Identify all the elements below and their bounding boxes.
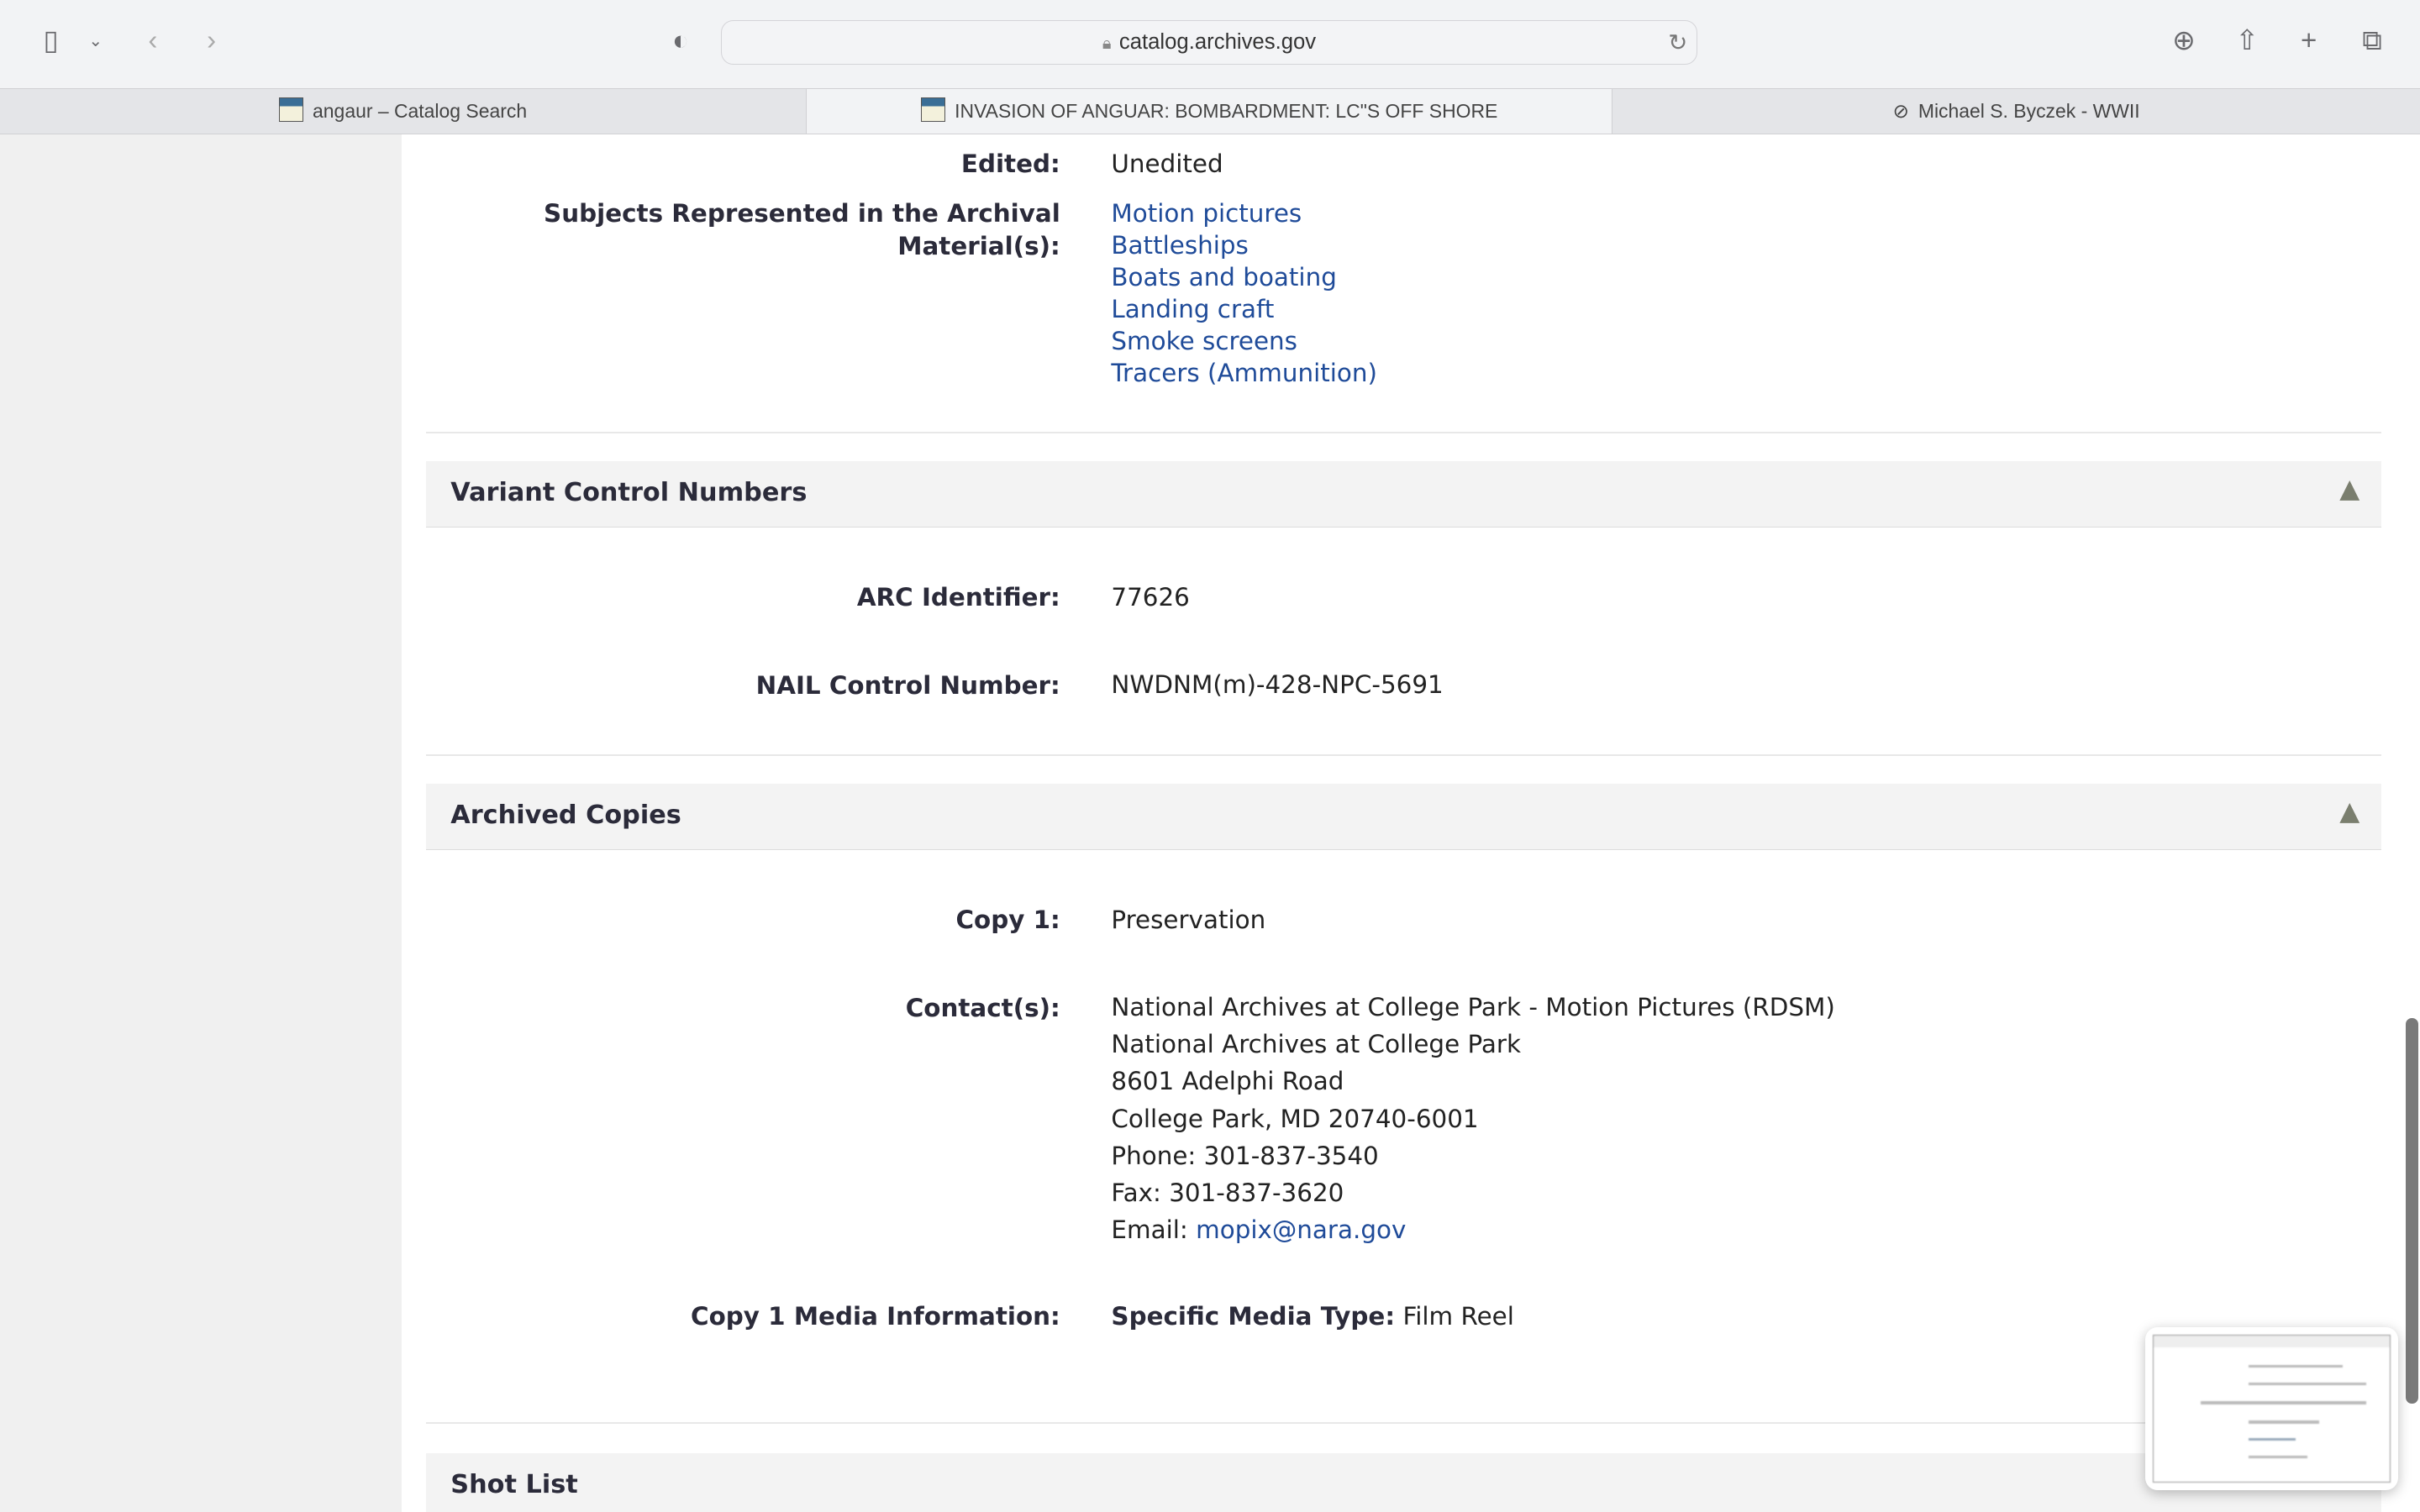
edited-value: Unedited	[1111, 149, 1223, 178]
address-bar[interactable]: 🔒︎ catalog.archives.gov ↻	[720, 19, 1698, 66]
media-type-value: Film Reel	[1402, 1301, 1514, 1331]
scrollbar[interactable]	[2406, 1018, 2419, 1404]
subject-link[interactable]: Landing craft	[1111, 295, 1275, 324]
divider	[425, 754, 2381, 756]
archives-favicon-icon	[278, 97, 304, 123]
archives-favicon-icon	[920, 97, 946, 123]
lock-icon: 🔒︎	[1102, 34, 1112, 53]
copy-value: Preservation	[1111, 905, 1266, 934]
chevron-up-icon[interactable]: ▲	[2339, 795, 2360, 827]
subject-link[interactable]: Tracers (Ammunition)	[1111, 359, 1377, 388]
tab-label: Michael S. Byczek - WWII	[1918, 99, 2140, 122]
contact-line: College Park, MD 20740-6001	[1111, 1104, 1479, 1133]
screenshot-thumbnail[interactable]	[2145, 1326, 2399, 1491]
media-info-value: Specific Media Type: Film Reel	[1111, 1298, 1513, 1335]
share-icon[interactable]: ⇧	[2235, 25, 2260, 57]
contact-line: Phone: 301-837-3540	[1111, 1141, 1379, 1170]
subject-link[interactable]: Smoke screens	[1111, 327, 1297, 356]
shot-list-header[interactable]: Shot List	[425, 1453, 2381, 1512]
section-title: Shot List	[450, 1470, 578, 1500]
tab-label: angaur – Catalog Search	[313, 99, 528, 122]
divider	[425, 432, 2381, 434]
edited-label: Edited:	[960, 150, 1060, 179]
reload-icon[interactable]: ↻	[1668, 29, 1688, 55]
copy-label: Copy 1:	[955, 906, 1060, 935]
archived-copies-header[interactable]: Archived Copies ▲	[425, 784, 2381, 850]
sidebar-toggle-icon[interactable]: ▯	[43, 25, 59, 57]
email-line: Email: mopix@nara.gov	[1111, 1211, 1834, 1248]
left-sidebar	[0, 134, 402, 1512]
contacts-value: National Archives at College Park - Moti…	[1111, 989, 1834, 1248]
section-title: Archived Copies	[450, 801, 681, 831]
section-title: Variant Control Numbers	[450, 478, 808, 508]
arc-identifier-label: ARC Identifier:	[856, 583, 1060, 612]
shield-icon[interactable]: ◐	[671, 25, 689, 57]
subject-link[interactable]: Battleships	[1111, 231, 1249, 260]
contact-line: 8601 Adelphi Road	[1111, 1067, 1344, 1096]
subject-link[interactable]: Motion pictures	[1111, 199, 1302, 228]
browser-toolbar: ▯ ⌄ ‹ › ◐ 🔒︎ catalog.archives.gov ↻ ⊕ ⇧ +…	[0, 0, 2420, 88]
tab-michael-byczek[interactable]: ⊘ Michael S. Byczek - WWII	[1612, 89, 2420, 134]
variant-control-numbers-header[interactable]: Variant Control Numbers ▲	[425, 461, 2381, 528]
tab-invasion-of-anguar[interactable]: INVASION OF ANGUAR: BOMBARDMENT: LC"S OF…	[805, 88, 1613, 134]
tab-label: INVASION OF ANGUAR: BOMBARDMENT: LC"S OF…	[955, 99, 1498, 122]
subjects-label: Subjects Represented in the Archival Mat…	[544, 199, 1060, 260]
divider	[425, 1422, 2381, 1425]
tab-bar: angaur – Catalog Search INVASION OF ANGU…	[0, 87, 2420, 134]
url-text: catalog.archives.gov	[1118, 29, 1317, 54]
compass-icon: ⊘	[1892, 99, 1909, 122]
subject-link[interactable]: Boats and boating	[1111, 263, 1337, 292]
forward-icon[interactable]: ›	[207, 25, 217, 57]
media-type-label: Specific Media Type:	[1111, 1301, 1396, 1331]
chevron-down-icon[interactable]: ⌄	[88, 32, 103, 51]
email-label: Email:	[1111, 1215, 1188, 1244]
contact-line: National Archives at College Park	[1111, 1030, 1521, 1059]
subjects-list: Motion pictures Battleships Boats and bo…	[1111, 197, 1377, 389]
contact-line: National Archives at College Park - Moti…	[1111, 993, 1835, 1022]
contact-line: Fax: 301-837-3620	[1111, 1178, 1344, 1207]
thumbnail-preview	[2153, 1334, 2391, 1483]
download-icon[interactable]: ⊕	[2172, 25, 2196, 57]
back-icon[interactable]: ‹	[148, 25, 158, 57]
contacts-label: Contact(s):	[905, 993, 1060, 1022]
arc-identifier-value: 77626	[1111, 582, 1190, 612]
tab-catalog-search[interactable]: angaur – Catalog Search	[0, 89, 806, 134]
new-tab-icon[interactable]: +	[2301, 25, 2317, 57]
media-info-label: Copy 1 Media Information:	[691, 1302, 1060, 1331]
record-details: Edited: Unedited Subjects Represented in…	[401, 134, 2408, 1512]
tab-overview-icon[interactable]: ⧉	[2362, 25, 2382, 57]
chevron-up-icon[interactable]: ▲	[2339, 473, 2360, 504]
nail-control-value: NWDNM(m)-428-NPC-5691	[1111, 670, 1444, 700]
email-link[interactable]: mopix@nara.gov	[1196, 1215, 1407, 1244]
nail-control-label: NAIL Control Number:	[755, 671, 1060, 701]
